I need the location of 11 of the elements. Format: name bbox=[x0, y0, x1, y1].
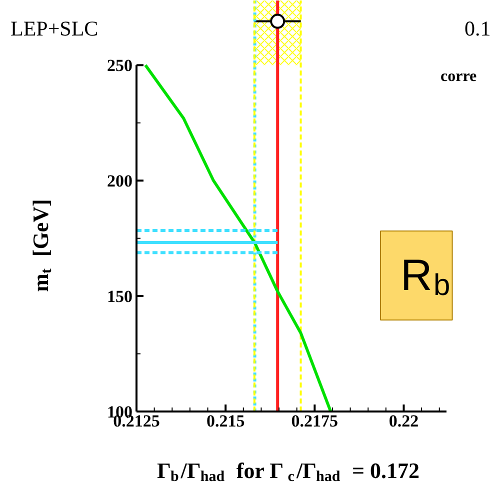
annotation: corre bbox=[440, 68, 477, 85]
y-tick-label: 200 bbox=[107, 172, 132, 191]
y-axis-title: mt [GeV] bbox=[28, 199, 56, 292]
y-tick-label: 150 bbox=[107, 287, 132, 306]
line-series bbox=[144, 64, 332, 413]
x-tick-label: 0.215 bbox=[206, 412, 245, 430]
x-tick-label: 0.22 bbox=[388, 412, 419, 430]
text: 0.1 bbox=[464, 16, 491, 40]
y-tick-label: 250 bbox=[107, 56, 132, 76]
text: LEP+SLC bbox=[10, 16, 98, 40]
x-tick-label: 0.2175 bbox=[291, 412, 338, 430]
